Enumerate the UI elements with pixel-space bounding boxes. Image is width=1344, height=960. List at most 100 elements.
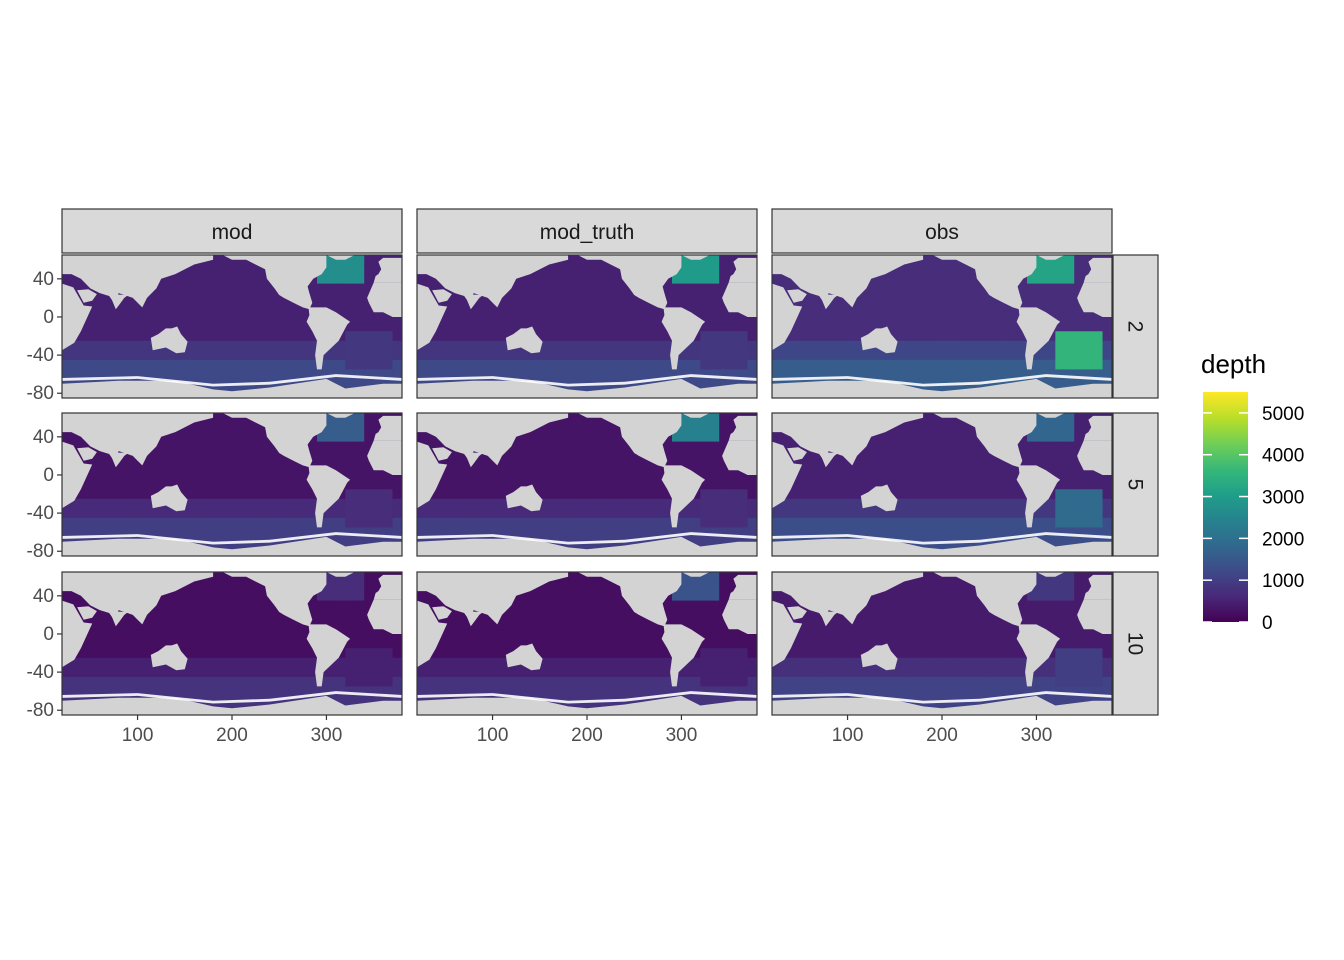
depth-cell: [1027, 686, 1038, 697]
depth-cell: [885, 667, 896, 678]
depth-cell: [128, 657, 139, 668]
depth-cell: [213, 610, 224, 621]
depth-cell: [222, 629, 233, 640]
depth-cell: [156, 312, 167, 323]
depth-cell: [549, 274, 560, 285]
depth-cell: [298, 619, 309, 630]
depth-cell: [326, 619, 337, 630]
depth-cell: [1083, 498, 1094, 509]
depth-cell: [317, 686, 328, 697]
depth-cell: [539, 591, 550, 602]
depth-cell: [942, 686, 953, 697]
depth-cell: [364, 369, 375, 380]
depth-cell: [473, 667, 484, 678]
depth-cell: [317, 283, 328, 294]
depth-cell: [364, 648, 375, 659]
depth-cell: [345, 321, 356, 332]
depth-cell: [894, 508, 905, 519]
depth-cell: [747, 629, 757, 640]
depth-cell: [653, 648, 664, 659]
depth-cell: [847, 331, 858, 342]
depth-cell: [719, 517, 730, 528]
depth-cell: [662, 451, 673, 462]
depth-cell: [426, 369, 437, 380]
depth-cell: [392, 489, 402, 500]
depth-cell: [634, 340, 645, 351]
depth-cell: [577, 302, 588, 313]
depth-cell: [364, 359, 375, 370]
depth-cell: [728, 657, 739, 668]
depth-cell: [747, 676, 757, 687]
depth-cell: [473, 340, 484, 351]
depth-cell: [709, 283, 720, 294]
depth-cell: [596, 331, 607, 342]
land-south-america: [306, 465, 351, 528]
depth-cell: [960, 460, 971, 471]
depth-cell: [885, 479, 896, 490]
depth-cell: [1027, 610, 1038, 621]
depth-cell: [80, 369, 91, 380]
depth-cell: [373, 695, 384, 707]
depth-cell: [1036, 255, 1047, 266]
depth-cell: [847, 369, 858, 380]
depth-cell: [137, 359, 148, 370]
depth-cell: [502, 321, 513, 332]
depth-cell: [483, 331, 494, 342]
depth-cell: [904, 350, 915, 361]
depth-cell: [643, 312, 654, 323]
depth-cell: [345, 302, 356, 313]
depth-cell: [260, 470, 271, 481]
depth-cell: [80, 321, 91, 332]
depth-cell: [241, 676, 252, 687]
depth-cell: [184, 619, 195, 630]
depth-cell: [1055, 283, 1066, 294]
depth-cell: [634, 686, 645, 697]
depth-cell: [147, 648, 158, 659]
depth-cell: [335, 517, 346, 528]
depth-cell: [222, 657, 233, 668]
depth-cell: [354, 331, 365, 342]
panel-border: [416, 412, 758, 557]
depth-cell: [1102, 369, 1112, 380]
depth-cell: [568, 293, 579, 304]
depth-cell: [435, 350, 446, 361]
depth-cell: [392, 648, 402, 659]
depth-cell: [558, 517, 569, 528]
depth-cell: [960, 619, 971, 630]
depth-cell: [596, 610, 607, 621]
depth-cell: [194, 629, 205, 640]
depth-cell: [728, 536, 739, 548]
depth-cell: [128, 302, 139, 313]
depth-cell: [932, 610, 943, 621]
land-australia: [150, 326, 188, 354]
depth-cell: [781, 657, 792, 668]
depth-cell: [445, 686, 456, 697]
depth-cell: [279, 657, 290, 668]
depth-cell: [857, 293, 868, 304]
land-africa: [772, 283, 803, 351]
depth-cell: [719, 572, 730, 583]
depth-cell: [979, 498, 990, 509]
depth-cell: [894, 479, 905, 490]
depth-cell: [700, 293, 711, 304]
depth-cell: [147, 676, 158, 687]
depth-cell: [558, 638, 569, 649]
column-strips: mod mod_truth obs: [61, 208, 1113, 254]
depth-cell: [137, 508, 148, 519]
depth-cell: [354, 432, 365, 443]
depth-cell: [147, 293, 158, 304]
depth-cell: [866, 638, 877, 649]
depth-cell: [653, 331, 664, 342]
depth-cell: [719, 600, 730, 611]
depth-cell: [662, 293, 673, 304]
depth-cell: [473, 470, 484, 481]
depth-cell: [128, 321, 139, 332]
depth-cell: [1036, 369, 1047, 380]
depth-cell: [672, 686, 683, 697]
depth-cell: [875, 283, 886, 294]
depth-cell: [90, 479, 101, 490]
depth-cell: [615, 432, 626, 443]
depth-cell: [445, 331, 456, 342]
depth-cell: [932, 302, 943, 313]
depth-cell: [1083, 638, 1094, 649]
